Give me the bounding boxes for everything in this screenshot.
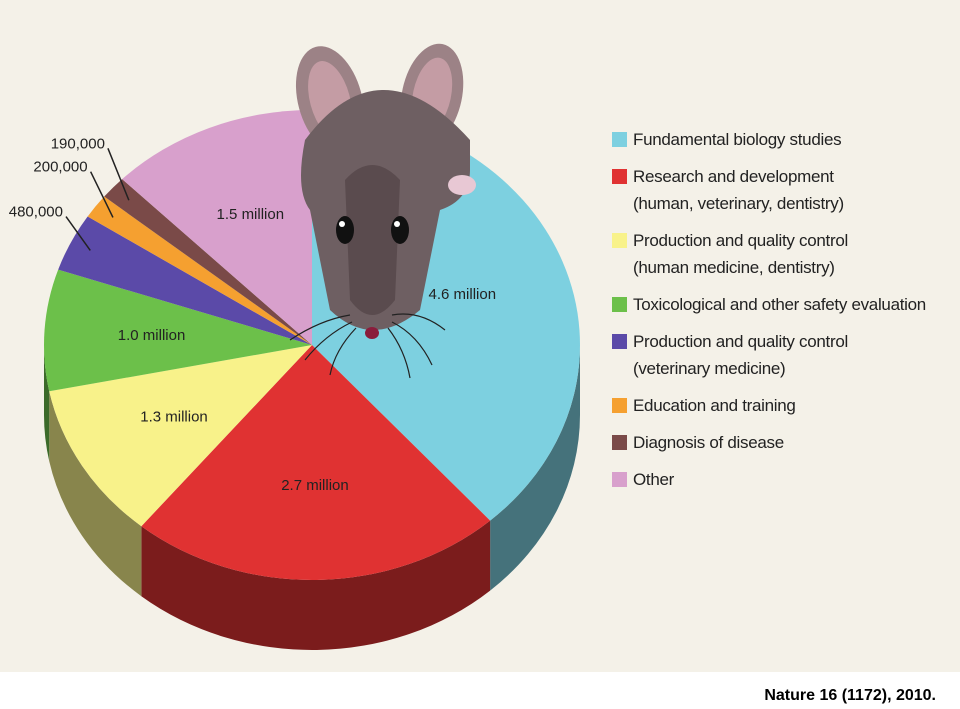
legend-swatch bbox=[612, 398, 627, 413]
legend-item: Other bbox=[612, 466, 957, 493]
legend-swatch bbox=[612, 297, 627, 312]
legend-item: Diagnosis of disease bbox=[612, 429, 957, 456]
slice-side bbox=[141, 520, 491, 650]
legend: Fundamental biology studies Research and … bbox=[612, 126, 957, 503]
slice-side bbox=[490, 345, 580, 591]
legend-swatch bbox=[612, 132, 627, 147]
legend-label: Production and quality control (human me… bbox=[633, 231, 848, 277]
slice bbox=[43, 269, 312, 392]
data-label: 190,000 bbox=[51, 135, 105, 152]
leader-line bbox=[89, 171, 114, 218]
source-note: Nature 16 (1172), 2010. bbox=[764, 687, 936, 704]
data-label: 4.6 million bbox=[429, 286, 497, 303]
leader-line bbox=[65, 216, 91, 251]
slice bbox=[87, 196, 313, 345]
legend-label: Other bbox=[633, 470, 675, 489]
legend-swatch bbox=[612, 233, 627, 248]
legend-item: Education and training bbox=[612, 392, 957, 419]
data-label: 2.7 million bbox=[281, 477, 349, 494]
legend-item: Research and development (human, veterin… bbox=[612, 163, 957, 217]
data-label: 480,000 bbox=[9, 203, 63, 220]
legend-swatch bbox=[612, 472, 627, 487]
slice bbox=[104, 179, 312, 345]
legend-label: Toxicological and other safety evaluatio… bbox=[633, 295, 926, 314]
slice bbox=[122, 109, 312, 345]
legend-label: Research and development (human, veterin… bbox=[633, 167, 844, 213]
pie: 4.6 million 2.7 million 1.3 million 1.0 mil… bbox=[9, 109, 580, 650]
chart: 4.6 million 2.7 million 1.3 million 1.0 mil… bbox=[9, 43, 580, 650]
leader-line bbox=[107, 148, 130, 201]
legend-label: Production and quality control (veterina… bbox=[633, 332, 848, 378]
legend-item: Toxicological and other safety evaluatio… bbox=[612, 291, 957, 318]
data-label: 1.0 million bbox=[118, 327, 186, 344]
legend-swatch bbox=[612, 169, 627, 184]
legend-swatch bbox=[612, 435, 627, 450]
legend-item: Production and quality control (veterina… bbox=[612, 328, 957, 382]
data-label: 200,000 bbox=[33, 159, 87, 176]
legend-item: Production and quality control (human me… bbox=[612, 227, 957, 281]
slice bbox=[58, 216, 313, 345]
slice-side bbox=[49, 391, 142, 597]
legend-label: Diagnosis of disease bbox=[633, 433, 784, 452]
slice bbox=[141, 345, 491, 580]
legend-label: Fundamental biology studies bbox=[633, 130, 842, 149]
legend-swatch bbox=[612, 334, 627, 349]
mouse-illustration bbox=[289, 43, 476, 379]
slice-side bbox=[44, 345, 50, 462]
slice bbox=[49, 345, 312, 527]
legend-item: Fundamental biology studies bbox=[612, 126, 957, 153]
legend-label: Education and training bbox=[633, 396, 796, 415]
data-label: 1.3 million bbox=[140, 408, 208, 425]
data-label: 1.5 million bbox=[217, 206, 285, 223]
